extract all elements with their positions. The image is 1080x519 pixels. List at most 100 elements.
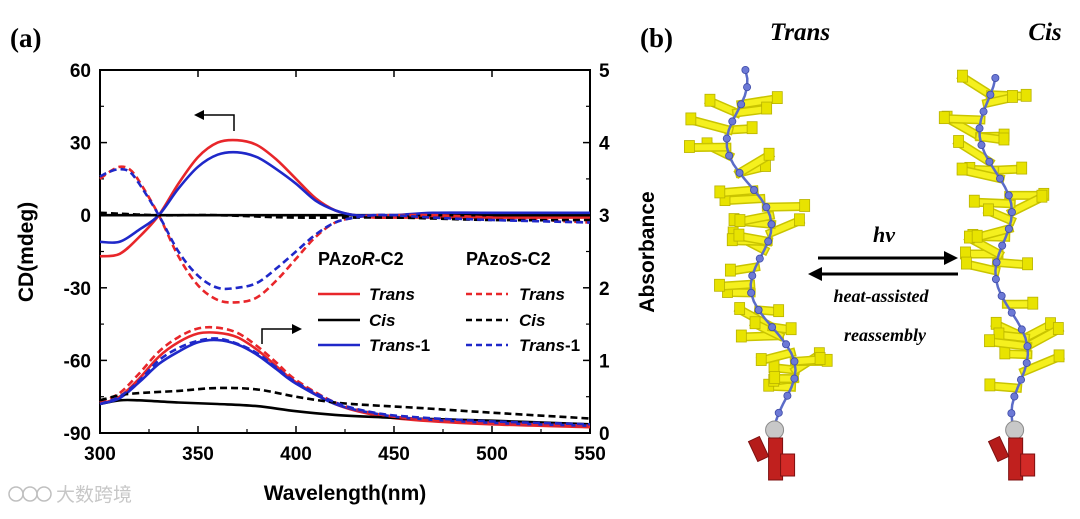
y-axis-left: 60 30 0 -30 -60 -90 xyxy=(64,61,107,445)
backbone-bead xyxy=(768,323,777,332)
x-axis-label: Wavelength(nm) xyxy=(264,482,427,505)
side-chain-head xyxy=(960,256,972,270)
backbone-bead xyxy=(735,168,744,177)
side-chain-head xyxy=(1016,161,1028,175)
backbone-bead xyxy=(998,241,1007,250)
backbone-bead xyxy=(975,124,984,133)
side-chain-head xyxy=(983,203,994,217)
x-tick-label: 550 xyxy=(574,444,606,465)
side-chain-head xyxy=(685,112,697,126)
y-tick-label: -60 xyxy=(64,351,91,372)
reassembly-label: reassembly xyxy=(844,325,927,345)
y-tick-label: 60 xyxy=(70,61,91,82)
trans-helix-model xyxy=(684,66,833,481)
legend-title-left: PAzoR-C2 xyxy=(318,249,404,269)
x-tick-label: 400 xyxy=(280,444,312,465)
backbone-bead xyxy=(1004,191,1013,200)
hv-label: hv xyxy=(873,222,895,247)
side-chain-head xyxy=(1020,88,1032,102)
y-tick-label: -30 xyxy=(64,279,91,300)
series-line-5 xyxy=(99,167,591,291)
side-chain-head xyxy=(998,132,1010,146)
series-line-4 xyxy=(99,211,591,222)
side-chain-head xyxy=(984,378,996,392)
side-chain-head xyxy=(956,162,968,176)
side-chain-head xyxy=(714,185,726,199)
side-chain xyxy=(986,338,1031,350)
side-chain xyxy=(1020,352,1063,376)
legend-label-s-trans1: Trans-1 xyxy=(519,336,580,355)
backbone-bead xyxy=(764,237,773,246)
cis-helix-model xyxy=(938,69,1065,481)
backbone-bead xyxy=(722,134,731,143)
terminal-sphere xyxy=(765,420,785,440)
side-chain-head xyxy=(771,91,783,105)
backbone-bead xyxy=(1007,308,1016,317)
backbone-bead xyxy=(725,151,734,160)
side-chain-head xyxy=(984,334,995,348)
terminal-group-tail xyxy=(780,453,796,477)
backbone-bead xyxy=(1007,409,1016,418)
side-chain-head xyxy=(1052,322,1064,335)
backbone-bead xyxy=(991,275,1000,284)
x-tick-label: 500 xyxy=(476,444,508,465)
side-chain-head xyxy=(769,371,781,384)
side-chain-head xyxy=(957,69,968,83)
y2-tick-label: 5 xyxy=(599,61,610,82)
x-tick-label: 300 xyxy=(84,444,116,465)
side-chain-head xyxy=(1027,296,1039,310)
side-chain-head xyxy=(733,228,745,242)
backbone-bead xyxy=(782,340,791,349)
backbone-bead xyxy=(755,254,764,263)
side-chain-head xyxy=(724,263,736,277)
arrow-to-left-axis xyxy=(194,110,235,131)
backbone-bead xyxy=(992,258,1001,267)
side-chain-head xyxy=(755,353,767,366)
side-chain-head xyxy=(1007,90,1018,103)
side-chain-head xyxy=(704,93,716,107)
backbone-bead xyxy=(985,157,994,166)
backbone-bead xyxy=(977,141,986,150)
backbone-bead xyxy=(1010,392,1019,401)
backbone-bead xyxy=(1004,224,1013,233)
backbone-bead xyxy=(750,185,759,194)
side-chain-head xyxy=(763,147,775,161)
backbone-bead xyxy=(996,174,1005,183)
backbone-bead xyxy=(748,271,757,280)
backbone xyxy=(978,77,1030,431)
backbone-bead xyxy=(743,83,752,92)
y2-tick-label: 4 xyxy=(599,134,610,155)
legend-label-r-trans: Trans xyxy=(369,285,415,304)
photo-switch-arrows: hv heat-assisted reassembly xyxy=(808,222,958,345)
y2-tick-label: 3 xyxy=(599,206,610,227)
backbone-bead xyxy=(997,291,1006,300)
side-chain xyxy=(737,95,781,108)
backbone-bead xyxy=(737,100,746,109)
series-line-8 xyxy=(99,338,591,427)
side-chain-head xyxy=(953,135,964,148)
side-chain-head xyxy=(1053,349,1065,363)
series-line-10 xyxy=(99,386,591,420)
series-line-0 xyxy=(99,138,590,258)
backbone-bead xyxy=(754,305,763,314)
side-chain-head xyxy=(799,199,811,212)
backbone xyxy=(725,69,797,431)
side-chain-head xyxy=(990,316,1002,330)
y-tick-label: 0 xyxy=(80,206,91,227)
legend: PAzoR-C2 PAzoS-C2 Trans Trans Cis Cis Tr… xyxy=(318,249,580,355)
watermark-logo-icon xyxy=(8,486,52,502)
backbone-bead xyxy=(728,117,737,126)
cis-title: Cis xyxy=(1028,19,1061,46)
side-chain-head xyxy=(749,316,761,330)
trans-title: Trans xyxy=(770,19,830,46)
side-chain-head xyxy=(746,121,758,135)
backbone-bead xyxy=(1007,208,1016,217)
y2-tick-label: 2 xyxy=(599,279,610,300)
x-tick-label: 350 xyxy=(182,444,214,465)
side-chain xyxy=(687,116,733,134)
x-axis: 300 350 400 450 500 550 xyxy=(84,70,606,465)
panel-a-label: (a) xyxy=(10,23,41,53)
side-chain-head xyxy=(785,322,797,336)
